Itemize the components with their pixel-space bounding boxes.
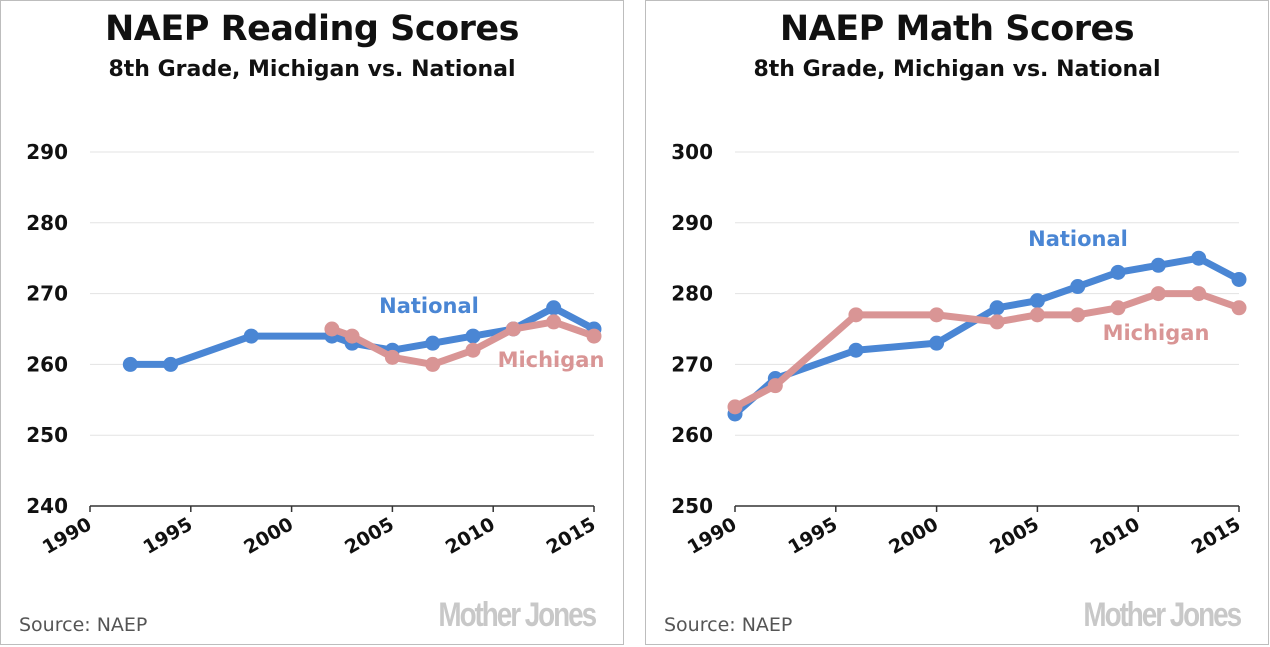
data-point-michigan [1110, 300, 1126, 316]
data-point-michigan [989, 314, 1005, 330]
data-point-national [1070, 279, 1086, 295]
x-tick-label: 2000 [240, 513, 297, 558]
source-note: Source: NAEP [19, 614, 148, 636]
data-point-michigan [425, 356, 441, 372]
reading-chart-plot: 240 250 260 270 280 290 1990 1995 2000 2005 2010 20… [26, 140, 605, 559]
chart-subtitle: 8th Grade, Michigan vs. National [753, 57, 1161, 82]
data-point-national [1029, 293, 1045, 309]
data-point-national [1231, 271, 1247, 287]
data-point-national [989, 300, 1005, 316]
y-tick-label: 250 [26, 423, 68, 447]
x-tick-label: 1990 [684, 513, 741, 558]
chart-title: NAEP Math Scores [779, 9, 1135, 49]
data-point-michigan [546, 314, 562, 330]
data-point-michigan [324, 321, 340, 337]
y-tick-label: 290 [26, 140, 68, 164]
y-tick-label: 280 [26, 211, 68, 235]
data-point-national [163, 356, 179, 372]
y-tick-label: 300 [671, 140, 713, 164]
math-chart-panel: NAEP Math Scores 8th Grade, Michigan vs.… [645, 0, 1269, 645]
data-point-michigan [586, 328, 602, 344]
y-tick-label: 290 [671, 211, 713, 235]
y-tick-label: 260 [671, 423, 713, 447]
x-tick-label: 1995 [139, 513, 196, 558]
x-tick-label: 2015 [1188, 513, 1245, 558]
series-label-michigan: Michigan [498, 348, 605, 372]
chart-title: NAEP Reading Scores [105, 9, 519, 49]
data-point-national [848, 342, 864, 358]
x-tick-label: 2000 [885, 513, 942, 558]
y-tick-label: 240 [26, 494, 68, 518]
data-point-michigan [929, 307, 945, 323]
data-point-national [1150, 257, 1166, 273]
data-point-michigan [1231, 300, 1247, 316]
data-point-michigan [505, 321, 521, 337]
data-point-national [546, 300, 562, 316]
data-point-michigan [767, 378, 783, 394]
mother-jones-logo: Mother Jones [438, 596, 597, 634]
y-tick-label: 250 [671, 494, 713, 518]
x-tick-label: 2005 [341, 513, 398, 558]
data-point-national [929, 335, 945, 351]
data-point-michigan [1029, 307, 1045, 323]
data-point-national [122, 356, 138, 372]
data-point-michigan [1150, 286, 1166, 302]
x-tick-label: 1995 [784, 513, 841, 558]
data-point-national [425, 335, 441, 351]
data-point-national [465, 328, 481, 344]
series-label-michigan: Michigan [1103, 321, 1210, 345]
x-tick-label: 2015 [543, 513, 600, 558]
data-point-national [243, 328, 259, 344]
chart-subtitle: 8th Grade, Michigan vs. National [108, 57, 516, 82]
series-label-national: National [1028, 227, 1128, 251]
y-tick-label: 270 [671, 352, 713, 376]
x-tick-label: 2005 [986, 513, 1043, 558]
data-point-michigan [465, 342, 481, 358]
math-chart-plot: 250 260 270 280 290 300 1990 1995 2000 2005 2010 20… [671, 140, 1247, 559]
data-point-michigan [384, 349, 400, 365]
data-point-national [1191, 250, 1207, 266]
x-tick-label: 2010 [442, 513, 499, 558]
mother-jones-logo: Mother Jones [1083, 596, 1242, 634]
y-tick-label: 270 [26, 282, 68, 306]
data-point-michigan [1191, 286, 1207, 302]
reading-chart-panel: NAEP Reading Scores 8th Grade, Michigan … [0, 0, 624, 645]
data-point-michigan [727, 399, 743, 415]
source-note: Source: NAEP [664, 614, 793, 636]
y-tick-label: 280 [671, 282, 713, 306]
series-label-national: National [379, 294, 479, 318]
data-point-michigan [1070, 307, 1086, 323]
x-tick-label: 1990 [39, 513, 96, 558]
y-tick-label: 260 [26, 352, 68, 376]
data-point-michigan [848, 307, 864, 323]
data-point-michigan [344, 328, 360, 344]
x-tick-label: 2010 [1087, 513, 1144, 558]
data-point-national [1110, 264, 1126, 280]
